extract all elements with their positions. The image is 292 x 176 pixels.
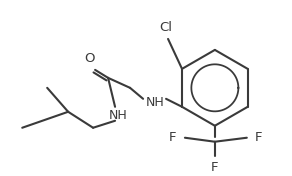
Text: F: F — [255, 131, 263, 144]
Text: NH: NH — [146, 96, 164, 109]
Text: F: F — [169, 131, 177, 144]
Text: F: F — [211, 161, 219, 174]
Text: Cl: Cl — [159, 21, 173, 34]
Text: NH: NH — [109, 109, 127, 122]
Text: O: O — [84, 52, 94, 65]
